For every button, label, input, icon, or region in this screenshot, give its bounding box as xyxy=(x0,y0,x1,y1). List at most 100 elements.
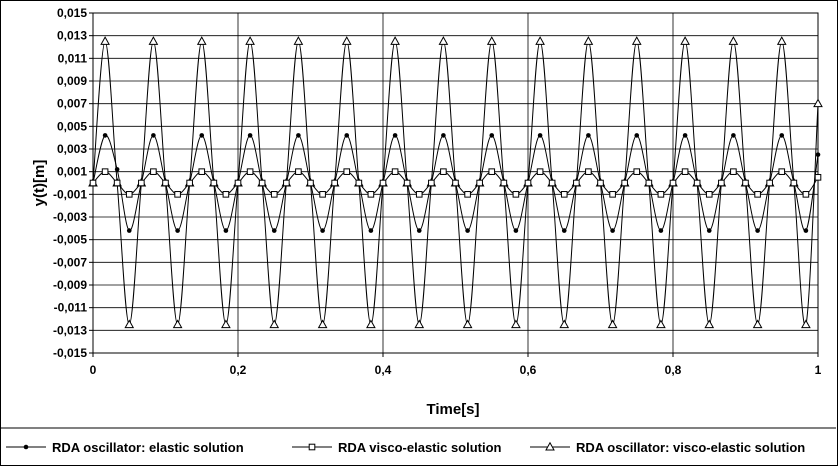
y-tick-label: 0,011 xyxy=(58,51,88,65)
data-point-square xyxy=(609,191,616,198)
data-point-triangle xyxy=(245,36,255,45)
data-point-square xyxy=(814,174,822,181)
data-point-dot xyxy=(344,133,350,138)
data-point-square xyxy=(403,179,411,187)
x-tick-label: 1 xyxy=(815,363,822,377)
data-point-dot xyxy=(23,444,29,450)
data-point-dot xyxy=(465,228,470,233)
data-point-dot xyxy=(731,133,736,138)
data-point-dot xyxy=(102,133,108,138)
data-point-square xyxy=(464,191,471,198)
y-tick-label: 0,009 xyxy=(57,74,87,88)
data-point-square xyxy=(331,179,338,187)
data-point-dot xyxy=(296,133,301,138)
data-point-triangle xyxy=(728,36,739,45)
data-point-square xyxy=(524,179,532,187)
data-point-square xyxy=(319,191,326,198)
data-point-dot xyxy=(320,228,325,233)
data-point-square xyxy=(113,179,121,187)
legend-item: RDA visco-elastic solution xyxy=(292,440,502,455)
data-point-square xyxy=(790,179,798,187)
data-point-square xyxy=(101,168,109,175)
data-point-square xyxy=(669,179,677,187)
data-point-square xyxy=(125,191,133,198)
data-point-dot xyxy=(223,228,229,233)
data-point-dot xyxy=(803,228,809,233)
y-tick-label: -0,003 xyxy=(53,210,87,224)
data-point-square xyxy=(391,168,399,175)
data-point-square xyxy=(718,179,725,187)
series-group xyxy=(88,36,823,329)
data-point-dot xyxy=(634,133,640,138)
data-point-triangle xyxy=(545,441,555,451)
data-point-dot xyxy=(815,152,821,157)
y-tick-label: -0,013 xyxy=(53,323,87,337)
data-point-square xyxy=(415,191,423,198)
data-point-square xyxy=(560,191,568,198)
data-point-square xyxy=(476,179,483,187)
data-point-triangle xyxy=(221,319,231,329)
legend-item: RDA oscillator: elastic solution xyxy=(6,440,244,455)
x-tick-label: 0,8 xyxy=(665,363,682,377)
data-point-square xyxy=(585,168,592,175)
data-point-triangle xyxy=(462,319,473,329)
data-point-dot xyxy=(586,133,591,138)
data-point-square xyxy=(693,179,701,187)
data-point-triangle xyxy=(366,319,376,329)
data-point-square xyxy=(705,191,713,198)
data-point-dot xyxy=(561,228,567,233)
data-point-triangle xyxy=(680,36,690,45)
data-point-dot xyxy=(416,228,422,233)
data-point-square xyxy=(283,179,290,187)
data-point-triangle xyxy=(148,36,159,45)
data-point-triangle xyxy=(752,319,763,329)
data-point-triangle xyxy=(100,36,110,45)
data-point-triangle xyxy=(704,319,715,329)
data-point-dot xyxy=(610,228,615,233)
data-point-square xyxy=(379,179,387,187)
data-point-square xyxy=(681,168,689,175)
data-point-square xyxy=(633,168,641,175)
data-point-square xyxy=(512,191,520,198)
data-point-square xyxy=(488,168,496,175)
data-point-dot xyxy=(247,133,253,138)
data-point-dot xyxy=(779,133,785,138)
data-point-triangle xyxy=(776,36,787,45)
data-point-square xyxy=(536,168,544,175)
data-point-triangle xyxy=(607,319,618,329)
data-point-square xyxy=(500,179,508,187)
data-point-dot xyxy=(441,133,446,138)
data-point-square xyxy=(343,168,351,175)
y-tick-label: 0,005 xyxy=(57,119,87,133)
y-tick-label: -0,007 xyxy=(53,255,87,269)
data-point-triangle xyxy=(583,36,594,45)
data-point-dot xyxy=(513,228,519,233)
legend: RDA oscillator: elastic solution RDA visc… xyxy=(6,440,805,455)
data-point-square xyxy=(210,179,218,187)
x-tick-label: 0,2 xyxy=(230,363,247,377)
y-tick-label: 0,013 xyxy=(57,29,87,43)
data-point-dot xyxy=(489,133,495,138)
data-point-triangle xyxy=(631,36,642,45)
data-point-dot xyxy=(682,133,688,138)
data-point-square xyxy=(308,443,316,451)
data-point-square xyxy=(355,179,363,187)
data-point-triangle xyxy=(486,36,497,45)
data-point-square xyxy=(766,179,773,187)
data-point-square xyxy=(730,168,737,175)
data-point-dot xyxy=(706,228,712,233)
x-tick-label: 0 xyxy=(90,363,97,377)
y-axis-ticks: 0,015 0,013 0,011 0,009 0,007 0,005 0,003 0,001… xyxy=(53,6,93,360)
data-point-triangle xyxy=(656,319,666,329)
data-point-dot xyxy=(151,133,156,138)
data-point-square xyxy=(258,179,266,187)
y-tick-label: -0,015 xyxy=(53,346,87,360)
data-point-square xyxy=(234,179,242,187)
data-point-dot xyxy=(658,228,664,233)
data-point-dot xyxy=(755,228,760,233)
data-point-square xyxy=(597,179,604,187)
y-tick-label: 0,015 xyxy=(57,6,87,20)
data-point-triangle xyxy=(341,36,352,45)
data-point-dot xyxy=(537,133,543,138)
